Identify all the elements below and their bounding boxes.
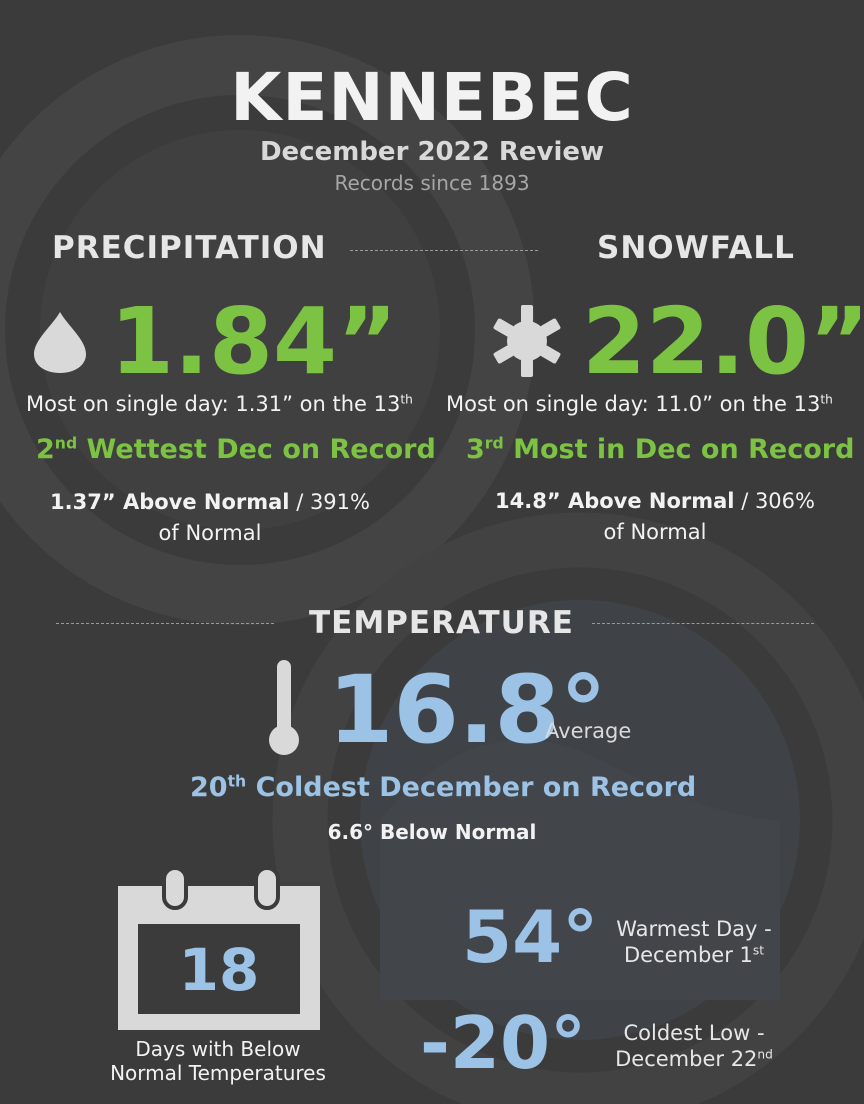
average-label: Average bbox=[545, 719, 632, 743]
precipitation-heading: PRECIPITATION bbox=[52, 230, 327, 266]
thermometer-icon bbox=[269, 660, 299, 755]
snowfall-max-day: Most on single day: 11.0” on the 13th bbox=[446, 392, 833, 416]
precipitation-rank: 2nd Wettest Dec on Record bbox=[36, 433, 436, 465]
coldest-label: Coldest Low - December 22nd bbox=[615, 1021, 773, 1071]
records-since: Records since 1893 bbox=[334, 171, 530, 195]
coldest-value: -20° bbox=[420, 1001, 587, 1085]
precipitation-total: 1.84” bbox=[110, 288, 398, 395]
page-title: KENNEBEC bbox=[230, 59, 634, 136]
temperature-rank: 20th Coldest December on Record bbox=[190, 771, 697, 803]
warmest-label: Warmest Day - December 1st bbox=[616, 917, 772, 967]
precipitation-max-day: Most on single day: 1.31” on the 13th bbox=[26, 392, 413, 416]
temperature-average: 16.8° bbox=[328, 656, 607, 765]
snowfall-heading: SNOWFALL bbox=[597, 230, 795, 266]
calendar-icon bbox=[118, 866, 320, 1030]
temperature-heading: TEMPERATURE bbox=[309, 605, 574, 641]
divider bbox=[592, 623, 814, 624]
page-subtitle: December 2022 Review bbox=[259, 137, 605, 167]
divider bbox=[350, 250, 538, 251]
snowfall-rank: 3rd Most in Dec on Record bbox=[466, 433, 855, 465]
precipitation-departure: 1.37” Above Normal / 391% of Normal bbox=[50, 490, 370, 545]
raindrop-icon bbox=[34, 312, 86, 373]
warmest-value: 54° bbox=[462, 895, 599, 979]
snowfall-total: 22.0” bbox=[582, 288, 864, 395]
temperature-departure: 6.6° Below Normal bbox=[327, 820, 537, 844]
snowflake-icon bbox=[493, 305, 561, 377]
days-below-label: Days with Below Normal Temperatures bbox=[110, 1037, 326, 1085]
divider bbox=[56, 623, 274, 624]
snowfall-departure: 14.8” Above Normal / 306% of Normal bbox=[495, 489, 815, 544]
days-below-count: 18 bbox=[178, 936, 260, 1004]
